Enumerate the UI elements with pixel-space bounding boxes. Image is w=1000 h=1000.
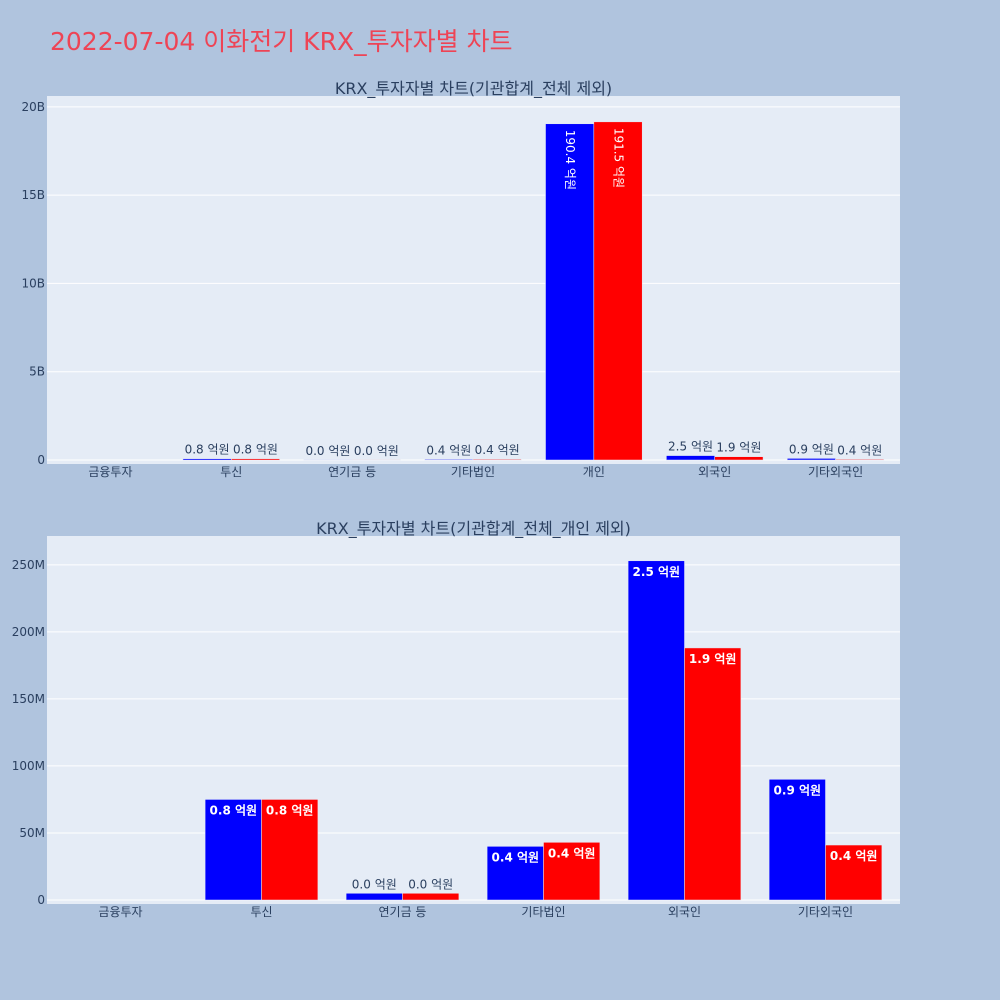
data-label: 2.5 억원	[668, 440, 713, 454]
data-label: 0.4 억원	[475, 443, 520, 457]
x-tick-label: 기타법인	[451, 465, 495, 479]
data-label: 0.4 억원	[548, 846, 596, 860]
data-label: 0.8 억원	[210, 803, 258, 817]
bar	[424, 459, 474, 461]
bar	[472, 458, 522, 461]
x-tick-label: 연기금 등	[328, 465, 376, 479]
bar	[684, 647, 742, 901]
data-label: 0.0 억원	[408, 877, 453, 891]
chart-top: 0 5B 10B 15B 20B KRX_투자자별 차트(기관합계_전체 제외) 금융투자 투…	[21, 79, 900, 479]
y-tick-label: 50M	[19, 826, 45, 840]
x-tick-label: 투신	[250, 905, 272, 919]
x-tick-label: 기타법인	[521, 905, 565, 919]
chart-bottom: 0 50M 100M 150M 200M 250M KRX_투자자별 차트(기관합계_전체_…	[12, 519, 900, 919]
x-tick-label: 금융투자	[88, 465, 132, 479]
data-label: 0.8 억원	[233, 443, 278, 457]
bar	[786, 458, 836, 461]
x-tick-label: 기타외국인	[808, 465, 863, 479]
x-tick-label: 금융투자	[98, 905, 142, 919]
y-tick-label: 100M	[12, 759, 45, 773]
data-label: 0.8 억원	[185, 443, 230, 457]
y-tick-label: 250M	[12, 558, 45, 572]
bar	[825, 844, 883, 901]
bar	[666, 455, 715, 461]
data-label: 0.9 억원	[789, 442, 834, 456]
data-label: 0.4 억원	[837, 443, 882, 457]
data-label: 0.4 억원	[492, 850, 540, 864]
plot-area	[47, 96, 900, 464]
y-tick-label: 20B	[21, 100, 45, 114]
x-tick-label: 개인	[583, 465, 605, 479]
data-label: 0.0 억원	[354, 444, 399, 458]
bar	[402, 893, 460, 901]
bar	[182, 458, 232, 461]
bar	[835, 459, 885, 461]
data-label: 0.4 억원	[830, 849, 878, 863]
y-tick-label: 15B	[21, 188, 45, 202]
x-tick-label: 투신	[220, 465, 242, 479]
x-tick-label: 연기금 등	[379, 905, 427, 919]
page-title: 2022-07-04 이화전기 KRX_투자자별 차트	[50, 27, 513, 56]
data-label: 191.5 억원	[612, 128, 626, 188]
bar	[261, 799, 319, 901]
bar	[593, 121, 643, 461]
y-tick-label: 200M	[12, 625, 45, 639]
y-tick-label: 0	[37, 453, 45, 467]
data-label: 0.0 억원	[305, 444, 350, 458]
bar	[231, 458, 280, 461]
x-tick-label: 외국인	[698, 465, 731, 479]
bar	[627, 560, 685, 901]
data-label: 1.9 억원	[716, 441, 761, 455]
data-label: 2.5 억원	[633, 565, 681, 579]
plot-area	[47, 536, 900, 904]
chart-title: KRX_투자자별 차트(기관합계_전체 제외)	[335, 79, 612, 99]
bar	[345, 893, 403, 901]
y-tick-label: 150M	[12, 692, 45, 706]
data-label: 0.4 억원	[426, 443, 471, 457]
y-tick-label: 0	[37, 893, 45, 907]
bar	[204, 799, 262, 901]
bar	[714, 456, 764, 461]
data-label: 0.0 억원	[352, 877, 397, 891]
chart-title: KRX_투자자별 차트(기관합계_전체_개인 제외)	[316, 519, 631, 539]
x-tick-label: 기타외국인	[798, 905, 853, 919]
bar	[768, 779, 826, 901]
data-label: 190.4 억원	[563, 130, 577, 190]
y-tick-label: 5B	[29, 365, 45, 379]
bar	[545, 123, 595, 461]
data-label: 1.9 억원	[689, 652, 737, 666]
data-label: 0.9 억원	[774, 783, 822, 797]
bar	[543, 842, 601, 901]
x-tick-label: 외국인	[668, 905, 701, 919]
data-label: 0.8 억원	[266, 803, 314, 817]
y-tick-label: 10B	[21, 276, 45, 290]
